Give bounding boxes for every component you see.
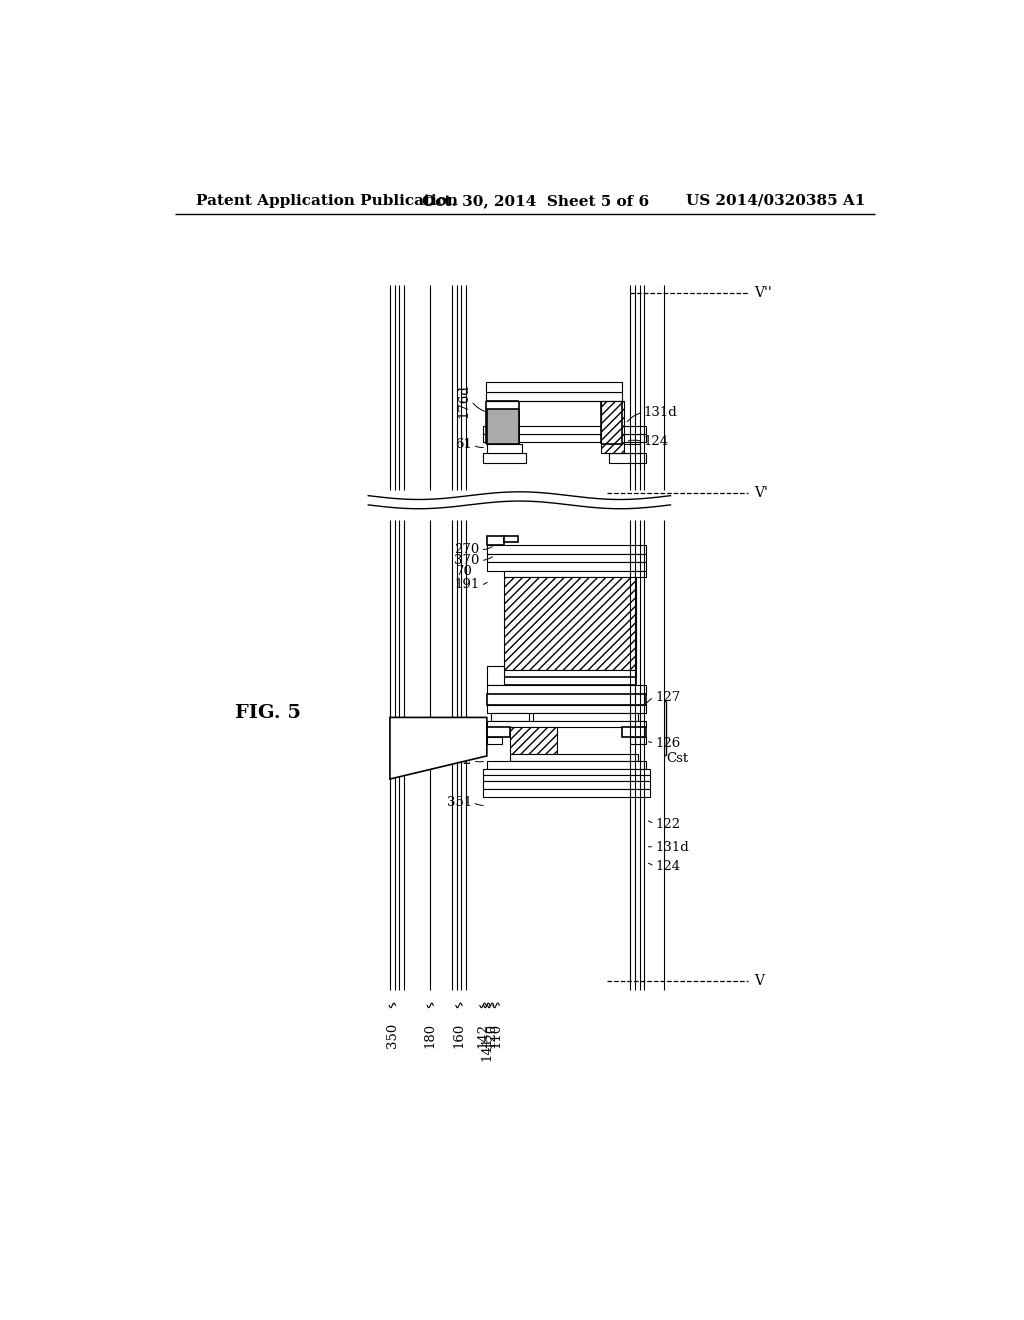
Bar (608, 444, 640, 453)
Text: 122: 122 (655, 818, 680, 832)
Text: 160: 160 (453, 1023, 466, 1048)
Text: 351: 351 (446, 796, 472, 809)
Bar (486, 685, 646, 694)
Text: 172: 172 (446, 754, 472, 767)
Text: V'': V'' (755, 286, 772, 300)
Bar (486, 444, 521, 453)
Text: 191: 191 (455, 578, 480, 591)
Text: 70: 70 (456, 565, 473, 578)
Text: 66: 66 (455, 718, 472, 731)
Bar (510, 726, 557, 754)
Bar (483, 789, 649, 797)
Bar (483, 781, 649, 789)
Text: US 2014/0320385 A1: US 2014/0320385 A1 (686, 194, 865, 207)
Text: 141: 141 (480, 1035, 494, 1060)
Text: 124: 124 (655, 861, 680, 874)
Bar (504, 577, 636, 669)
Text: 110: 110 (489, 1023, 503, 1048)
Text: 61: 61 (456, 438, 472, 451)
Bar (486, 762, 646, 770)
Text: 120: 120 (484, 1023, 498, 1048)
Bar (486, 721, 646, 726)
Bar (486, 694, 646, 705)
Bar (486, 562, 646, 572)
Bar (486, 554, 646, 562)
Text: 127: 127 (655, 690, 680, 704)
Text: Patent Application Publication: Patent Application Publication (197, 194, 458, 207)
Bar (490, 713, 529, 721)
Bar (483, 453, 525, 462)
Bar (486, 726, 510, 738)
Bar (534, 713, 638, 721)
Bar (483, 434, 646, 442)
Text: FIG. 5: FIG. 5 (234, 704, 301, 722)
Text: 126: 126 (655, 737, 680, 750)
Bar (510, 754, 638, 762)
Bar (630, 738, 646, 743)
Bar (486, 409, 519, 444)
Text: Oct. 30, 2014  Sheet 5 of 6: Oct. 30, 2014 Sheet 5 of 6 (423, 194, 649, 207)
Text: V: V (755, 974, 764, 987)
Text: 131d: 131d (655, 841, 689, 854)
Bar (608, 453, 646, 462)
Bar (486, 536, 504, 545)
Bar (504, 572, 646, 577)
Text: 370: 370 (455, 554, 480, 566)
Text: V': V' (755, 486, 768, 500)
Bar (504, 536, 518, 541)
Bar (486, 545, 646, 554)
Text: 131d: 131d (643, 407, 677, 418)
Text: Cst: Cst (667, 752, 689, 766)
Bar (483, 426, 646, 434)
Bar (486, 392, 623, 401)
Text: 270: 270 (455, 543, 480, 556)
Bar (486, 738, 503, 743)
Text: 124: 124 (643, 436, 669, 449)
Bar (504, 669, 636, 677)
Text: 176d: 176d (458, 384, 471, 418)
Text: 180: 180 (424, 1023, 437, 1048)
Bar (483, 770, 649, 775)
Bar (486, 665, 504, 685)
Text: 142: 142 (476, 1023, 489, 1048)
Text: 350: 350 (386, 1023, 398, 1048)
Bar (483, 775, 649, 781)
Polygon shape (390, 718, 486, 779)
Bar (601, 401, 624, 453)
Bar (623, 726, 646, 738)
Bar (486, 383, 623, 392)
Bar (504, 677, 636, 685)
Bar (486, 705, 646, 713)
